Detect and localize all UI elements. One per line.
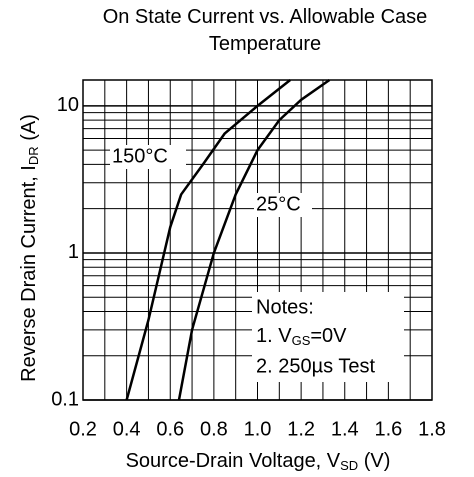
y-tick-label: 10 (57, 94, 79, 116)
x-tick-label: 1.0 (244, 418, 272, 440)
x-tick-label: 1.8 (418, 418, 446, 440)
x-label-sub: SD (340, 458, 358, 473)
notes-suffix: =0V (310, 325, 347, 347)
x-tick-label: 1.4 (331, 418, 359, 440)
x-tick-label: 0.8 (200, 418, 228, 440)
x-tick-label: 1.6 (374, 418, 402, 440)
x-tick-label: 0.4 (113, 418, 141, 440)
series-label-bg (254, 193, 312, 217)
series-label: 150°C (112, 145, 168, 167)
series-line (177, 78, 331, 401)
x-tick-label: 1.2 (287, 418, 315, 440)
x-label-suffix: (V) (358, 450, 390, 472)
chart-title: On State Current vs. Allowable Case Temp… (102, 6, 428, 55)
y-label-text: Reverse Drain Current, I (18, 165, 40, 382)
notes-title: Notes: (256, 296, 314, 318)
y-label-sub: DR (26, 146, 41, 165)
series-label: 25°C (256, 193, 301, 215)
notes-bg (252, 292, 404, 382)
x-label-text: Source-Drain Voltage, V (126, 450, 341, 472)
y-tick-label: 1 (68, 241, 79, 263)
series-label-bg (110, 145, 186, 169)
x-axis-label: Source-Drain Voltage, VSD (V) (126, 450, 391, 473)
x-tick-label: 0.6 (156, 418, 184, 440)
plot-frame (82, 79, 433, 401)
series-line (125, 79, 291, 401)
notes-sub: GS (292, 333, 311, 348)
notes-text: 1. V (256, 325, 292, 347)
y-tick-label: 0.1 (51, 388, 79, 410)
x-tick-label: 0.2 (69, 418, 97, 440)
notes-line: 1. VGS=0V (256, 325, 347, 348)
y-axis-label: Reverse Drain Current, IDR (A) (18, 114, 41, 382)
notes-line: 2. 250µs Test (256, 355, 375, 377)
y-label-suffix: (A) (18, 114, 40, 146)
